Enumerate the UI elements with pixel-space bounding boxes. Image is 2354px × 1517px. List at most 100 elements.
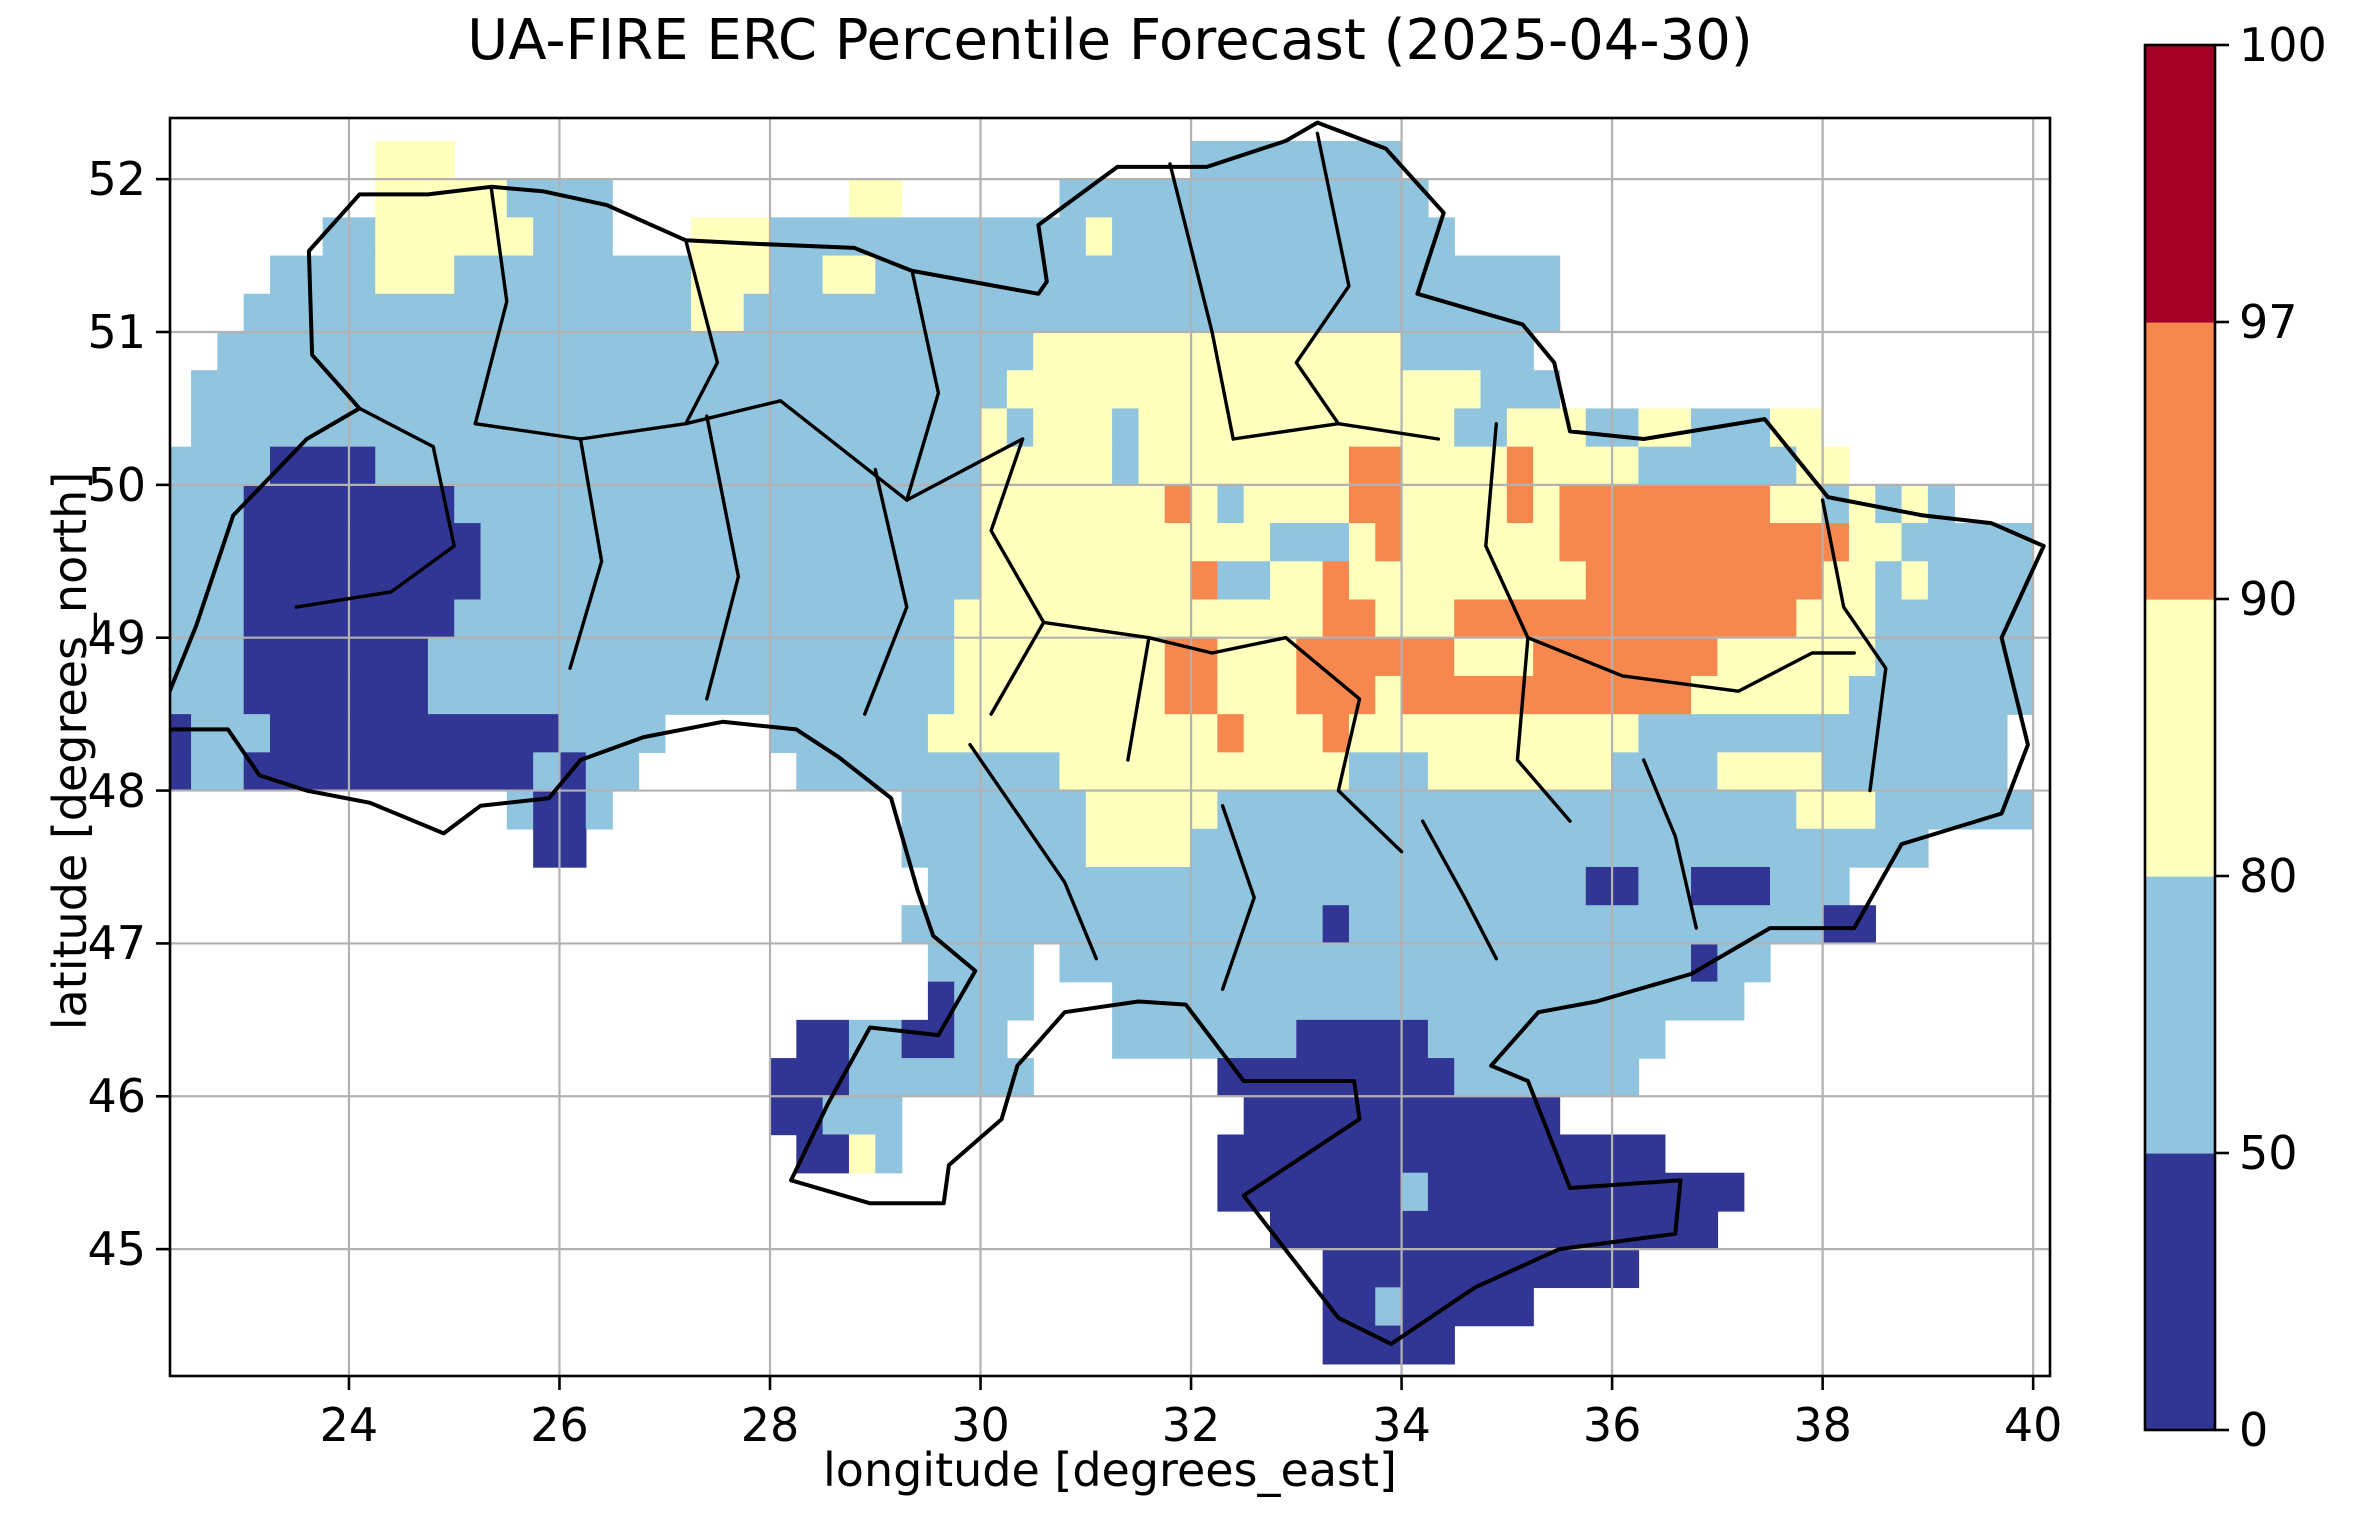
- grid-cell: [1217, 714, 1245, 754]
- grid-cell: [375, 140, 455, 180]
- grid-cell: [1191, 561, 1219, 601]
- grid-cell: [954, 675, 1166, 715]
- grid-cell: [1875, 599, 2034, 639]
- oblast-boundary: [1168, 162, 1235, 441]
- y-tick-label: 49: [87, 610, 146, 665]
- grid-cell: [1112, 408, 1140, 448]
- grid-cell: [1085, 828, 1192, 868]
- x-tick-label: 36: [1582, 1398, 1642, 1452]
- grid-cell: [1033, 408, 1113, 448]
- grid-cell: [954, 599, 1324, 639]
- grid-cell: [770, 255, 824, 295]
- grid-cell: [1270, 561, 1324, 601]
- grid-cell: [1217, 1134, 1666, 1174]
- grid-cell: [1717, 752, 1824, 792]
- grid-cell: [901, 790, 1087, 830]
- grid-cell: [1506, 446, 1534, 486]
- grid-cell: [1112, 446, 1140, 486]
- oblast-boundary: [1220, 804, 1256, 991]
- grid-cell: [1770, 484, 1824, 524]
- grid-cell: [1875, 484, 1903, 524]
- grid-cell: [170, 675, 245, 715]
- grid-cell: [1296, 637, 1455, 677]
- oblast-boundary: [1526, 636, 1856, 693]
- country-boundary: [170, 120, 2046, 1346]
- oblast-boundary: [863, 467, 909, 716]
- grid-cell: [848, 179, 903, 219]
- grid-cell: [980, 408, 1008, 448]
- grid-cell: [1506, 408, 1587, 448]
- grid-cell: [1138, 446, 1350, 486]
- grid-cell: [243, 637, 429, 677]
- chart-title: UA-FIRE ERC Percentile Forecast (2025-04…: [467, 8, 1753, 73]
- oblast-boundary: [705, 414, 741, 701]
- y-tick-label: 52: [87, 152, 146, 207]
- grid-cell: [1296, 1019, 1429, 1059]
- x-tick-label: 34: [1372, 1398, 1431, 1452]
- grid-cell: [1717, 637, 1876, 677]
- grid-cell: [1191, 484, 1219, 524]
- grid-cell: [1217, 790, 1798, 830]
- colorbar-segment: [2145, 1153, 2215, 1431]
- y-tick-label: 50: [87, 457, 146, 512]
- y-tick-label: 45: [87, 1222, 146, 1277]
- grid-cell: [1427, 1019, 1666, 1059]
- x-tick-label: 32: [1161, 1398, 1221, 1452]
- colorbar-tick-label: 80: [2239, 849, 2298, 903]
- x-tick-label: 26: [530, 1398, 589, 1452]
- grid-cell: [980, 523, 1271, 562]
- grid-cell: [1559, 484, 1771, 524]
- grid-cell: [1375, 523, 1403, 562]
- y-tick-label: 46: [87, 1069, 146, 1124]
- colorbar-tick-label: 50: [2239, 1126, 2298, 1180]
- grid-cell: [427, 637, 955, 677]
- grid-cell: [1796, 599, 1876, 639]
- grid-cell: [875, 1134, 903, 1174]
- grid-cell: [1322, 1325, 1455, 1365]
- grid-cell: [375, 255, 455, 295]
- oblast-boundary: [568, 437, 604, 670]
- grid-cell: [848, 1134, 876, 1174]
- grid-cell: [770, 1058, 850, 1097]
- grid-cell: [1427, 752, 1613, 792]
- grid-cell: [1322, 561, 1350, 601]
- grid-cell: [1217, 561, 1271, 601]
- y-tick-label: 47: [87, 916, 146, 971]
- grid-cell: [1375, 1287, 1403, 1327]
- grid-cell: [1585, 561, 1824, 601]
- grid-cell: [875, 255, 1561, 295]
- grid-cell: [1112, 217, 1455, 257]
- grid-cell: [1059, 752, 1350, 792]
- grid-cell: [1875, 561, 1903, 601]
- grid-cell: [901, 1019, 955, 1059]
- grid-cell: [1638, 446, 1798, 486]
- grid-cell: [796, 752, 1061, 792]
- grid-cell: [1770, 408, 1824, 448]
- colorbar-tick-label: 97: [2239, 295, 2298, 349]
- grid-cell: [375, 446, 982, 486]
- grid-cell: [170, 714, 192, 754]
- grid-cell: [270, 714, 561, 754]
- grid-cell: [1375, 675, 1403, 715]
- map-layer: [170, 118, 2050, 1376]
- grid-cell: [170, 446, 271, 486]
- x-tick-label: 28: [740, 1398, 800, 1452]
- grid-cell: [822, 255, 876, 295]
- grid-cell: [1217, 675, 1298, 715]
- oblast-boundary: [1642, 758, 1698, 930]
- oblast-boundary: [1294, 131, 1351, 426]
- grid-cell: [1848, 675, 2034, 715]
- grid-cell: [927, 714, 1219, 754]
- grid-cell: [1401, 331, 1534, 371]
- grid-cell: [375, 217, 534, 257]
- grid-cell: [980, 484, 1166, 524]
- grid-cell: [1217, 484, 1245, 524]
- grid-cell: [1454, 637, 1534, 677]
- grid-cell: [243, 561, 482, 601]
- oblast-boundary: [1231, 422, 1441, 441]
- grid-cell: [1322, 599, 1376, 639]
- grid-cell: [1006, 370, 1482, 410]
- oblast-boundary: [473, 399, 1025, 502]
- grid-cell: [1454, 1058, 1640, 1097]
